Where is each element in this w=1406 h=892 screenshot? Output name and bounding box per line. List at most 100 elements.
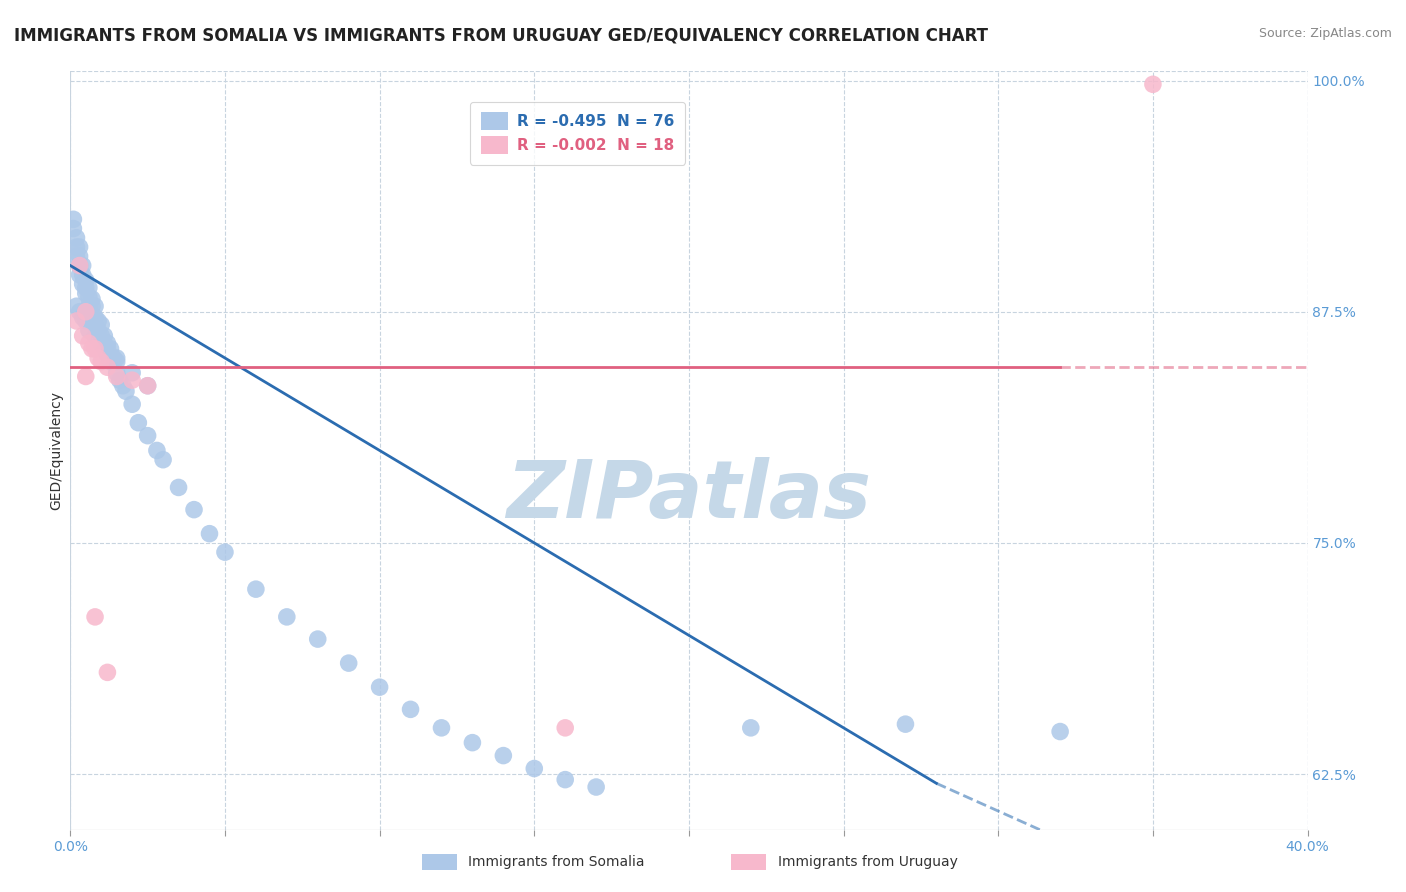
Point	[96, 342, 118, 356]
Text: ZIPatlas: ZIPatlas	[506, 457, 872, 535]
Point	[84, 328, 107, 343]
Point	[152, 452, 174, 467]
Point	[492, 748, 515, 763]
Point	[430, 721, 453, 735]
Point	[84, 342, 107, 356]
Text: Source: ZipAtlas.com: Source: ZipAtlas.com	[1258, 27, 1392, 40]
Point	[894, 717, 917, 731]
Point	[80, 292, 103, 306]
Point	[121, 366, 143, 380]
Point	[554, 721, 576, 735]
Text: Immigrants from Uruguay: Immigrants from Uruguay	[778, 855, 957, 869]
Point	[96, 347, 118, 361]
Point	[65, 314, 87, 328]
Point	[90, 328, 112, 343]
Text: Immigrants from Somalia: Immigrants from Somalia	[468, 855, 645, 869]
Point	[136, 378, 159, 392]
Point	[90, 354, 112, 368]
Point	[276, 610, 298, 624]
Point	[245, 582, 267, 596]
Point	[554, 772, 576, 787]
Point	[69, 259, 91, 273]
Point	[69, 240, 91, 254]
Point	[75, 286, 97, 301]
Point	[77, 336, 100, 351]
Y-axis label: GED/Equivalency: GED/Equivalency	[49, 391, 63, 510]
Point	[96, 336, 118, 351]
Point	[96, 665, 118, 680]
Point	[72, 268, 94, 282]
Point	[214, 545, 236, 559]
Point	[136, 428, 159, 442]
Point	[1142, 78, 1164, 92]
Point	[90, 318, 112, 332]
Point	[87, 351, 110, 365]
Text: IMMIGRANTS FROM SOMALIA VS IMMIGRANTS FROM URUGUAY GED/EQUIVALENCY CORRELATION C: IMMIGRANTS FROM SOMALIA VS IMMIGRANTS FR…	[14, 27, 988, 45]
Point	[90, 336, 112, 351]
Point	[100, 354, 122, 368]
Point	[72, 328, 94, 343]
Point	[87, 314, 110, 328]
Point	[77, 290, 100, 304]
Legend: R = -0.495  N = 76, R = -0.002  N = 18: R = -0.495 N = 76, R = -0.002 N = 18	[470, 102, 685, 164]
Point	[62, 212, 84, 227]
Point	[105, 366, 128, 380]
Point	[69, 268, 91, 282]
Point	[80, 310, 103, 325]
Point	[72, 310, 94, 325]
Point	[105, 369, 128, 384]
Point	[121, 397, 143, 411]
Point	[399, 702, 422, 716]
Point	[87, 323, 110, 337]
Point	[75, 314, 97, 328]
Point	[77, 323, 100, 337]
Point	[75, 281, 97, 295]
Point	[75, 273, 97, 287]
Point	[90, 336, 112, 351]
Point	[84, 610, 107, 624]
Point	[105, 354, 128, 368]
Point	[740, 721, 762, 735]
Point	[108, 373, 131, 387]
Point	[62, 221, 84, 235]
Point	[65, 240, 87, 254]
Point	[146, 443, 169, 458]
Point	[80, 342, 103, 356]
Point	[93, 340, 115, 354]
Point	[69, 259, 91, 273]
Point	[93, 328, 115, 343]
Point	[1049, 724, 1071, 739]
Point	[198, 526, 221, 541]
Point	[307, 632, 329, 646]
Point	[84, 318, 107, 332]
Point	[523, 762, 546, 776]
Point	[121, 373, 143, 387]
Point	[69, 249, 91, 263]
Point	[111, 378, 134, 392]
Point	[337, 656, 360, 670]
Point	[75, 305, 97, 319]
Point	[368, 680, 391, 694]
Point	[75, 369, 97, 384]
Point	[115, 384, 138, 399]
Point	[183, 502, 205, 516]
Point	[96, 360, 118, 375]
Point	[84, 299, 107, 313]
Point	[65, 249, 87, 263]
Point	[77, 281, 100, 295]
Point	[69, 305, 91, 319]
Point	[72, 259, 94, 273]
Point	[65, 299, 87, 313]
Point	[136, 378, 159, 392]
Point	[80, 299, 103, 313]
Point	[585, 780, 607, 794]
Point	[105, 351, 128, 365]
Point	[72, 277, 94, 291]
Point	[103, 351, 125, 365]
Point	[461, 736, 484, 750]
Point	[167, 480, 190, 494]
Point	[77, 299, 100, 313]
Point	[65, 231, 87, 245]
Point	[84, 310, 107, 325]
Point	[127, 416, 149, 430]
